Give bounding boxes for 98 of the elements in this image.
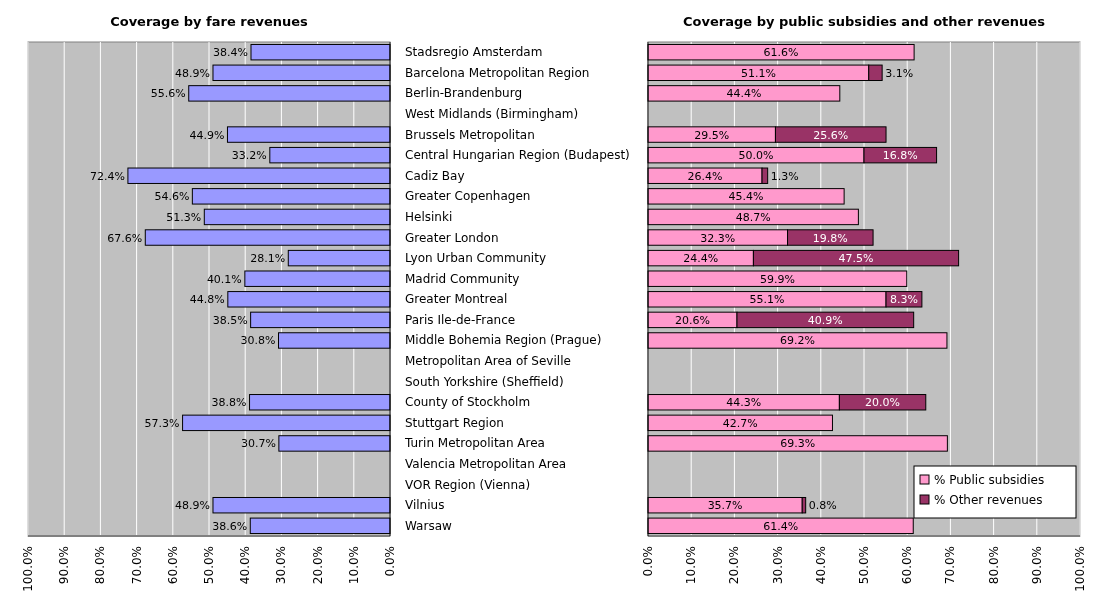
x-tick-label: 90.0% xyxy=(57,546,72,585)
data-label: 20.6% xyxy=(675,313,710,327)
data-label: 51.3% xyxy=(166,210,202,224)
data-label: 8.3% xyxy=(889,293,918,307)
data-label: 44.8% xyxy=(189,293,225,307)
y-tick-label: Central Hungarian Region (Budapest) xyxy=(405,148,630,163)
y-tick-label: Barcelona Metropolitan Region xyxy=(405,65,590,80)
data-label: 55.6% xyxy=(150,87,186,101)
data-label: 40.9% xyxy=(807,313,843,327)
data-label: 48.7% xyxy=(735,210,771,224)
y-tick-label: Cadiz Bay xyxy=(405,168,465,183)
x-tick-label: 60.0% xyxy=(165,546,180,585)
data-label: 24.4% xyxy=(683,252,719,266)
data-label: 48.9% xyxy=(175,499,210,513)
y-tick-label: Stadsregio Amsterdam xyxy=(405,45,543,60)
y-tick-label: Madrid Community xyxy=(405,271,520,286)
data-label: 50.0% xyxy=(738,149,774,163)
data-label: 30.7% xyxy=(240,437,276,451)
y-tick-label: Middle Bohemia Region (Prague) xyxy=(405,333,602,348)
data-label: 30.8% xyxy=(240,334,276,348)
y-tick-label: Greater Montreal xyxy=(405,292,508,307)
x-tick-label: 0.0% xyxy=(383,546,397,577)
y-tick-label: Lyon Urban Community xyxy=(405,251,547,266)
data-label: 28.1% xyxy=(250,252,286,266)
data-label: 16.8% xyxy=(882,149,918,163)
data-label: 59.9% xyxy=(759,272,795,286)
data-label: 3.1% xyxy=(885,66,914,80)
data-label: 69.2% xyxy=(780,334,815,348)
data-label: 57.3% xyxy=(144,416,180,430)
y-tick-label: Brussels Metropolitan xyxy=(405,127,535,142)
x-tick-label: 100.0% xyxy=(21,546,35,592)
legend-label: % Public subsidies xyxy=(934,473,1045,487)
data-label: 61.6% xyxy=(763,46,799,60)
data-label: 33.2% xyxy=(231,149,267,163)
y-tick-label: Warsaw xyxy=(405,518,452,533)
data-label: 29.5% xyxy=(694,128,730,142)
chart-title: Coverage by fare revenues xyxy=(110,14,309,29)
data-label: 26.4% xyxy=(687,169,723,183)
x-tick-label: 10.0% xyxy=(684,546,699,585)
data-label: 25.6% xyxy=(813,128,849,142)
x-tick-label: 20.0% xyxy=(310,546,325,585)
data-label: 47.5% xyxy=(838,252,874,266)
x-tick-label: 0.0% xyxy=(641,546,655,577)
x-tick-label: 60.0% xyxy=(900,546,915,585)
data-label: 55.1% xyxy=(749,293,785,307)
data-label: 69.3% xyxy=(780,437,816,451)
y-tick-label: VOR Region (Vienna) xyxy=(405,477,531,492)
data-label: 42.7% xyxy=(722,416,758,430)
data-label: 44.4% xyxy=(726,87,762,101)
data-label: 61.4% xyxy=(763,519,799,533)
y-tick-label: Berlin-Brandenburg xyxy=(405,86,523,101)
x-tick-label: 40.0% xyxy=(813,546,828,585)
x-tick-label: 50.0% xyxy=(202,546,216,585)
legend-label: % Other revenues xyxy=(934,493,1043,507)
data-label: 45.4% xyxy=(728,190,764,204)
x-tick-label: 70.0% xyxy=(943,546,958,585)
x-tick-label: 20.0% xyxy=(727,546,742,585)
y-tick-label: Vilnius xyxy=(405,498,445,513)
x-tick-label: 80.0% xyxy=(93,546,108,585)
data-label: 54.6% xyxy=(154,190,190,204)
y-tick-label: South Yorkshire (Sheffield) xyxy=(405,374,564,389)
data-label: 1.3% xyxy=(770,169,799,183)
x-tick-label: 80.0% xyxy=(986,546,1001,585)
data-label: 48.9% xyxy=(175,66,210,80)
y-tick-label: County of Stockholm xyxy=(405,395,531,410)
data-label: 72.4% xyxy=(89,169,125,183)
x-tick-label: 40.0% xyxy=(238,546,253,585)
data-label: 19.8% xyxy=(812,231,848,245)
data-label: 32.3% xyxy=(700,231,736,245)
x-tick-label: 30.0% xyxy=(770,546,785,585)
data-label: 51.1% xyxy=(740,66,776,80)
x-tick-label: 70.0% xyxy=(129,546,144,585)
x-tick-label: 10.0% xyxy=(346,546,361,585)
data-label: 67.6% xyxy=(107,231,143,245)
data-label: 20.0% xyxy=(865,396,901,410)
x-tick-label: 100.0% xyxy=(1073,546,1087,592)
data-label: 38.5% xyxy=(212,313,248,327)
y-tick-label: West Midlands (Birmingham) xyxy=(405,106,579,121)
data-label: 38.6% xyxy=(212,519,248,533)
data-label: 0.8% xyxy=(808,499,837,513)
data-label: 38.8% xyxy=(211,396,247,410)
y-tick-label: Paris Ile-de-France xyxy=(405,312,516,327)
y-tick-label: Stuttgart Region xyxy=(405,415,504,430)
data-label: 38.4% xyxy=(213,46,248,60)
x-tick-label: 50.0% xyxy=(857,546,871,585)
y-tick-label: Greater Copenhagen xyxy=(405,189,531,204)
y-tick-label: Helsinki xyxy=(405,209,453,224)
data-label: 44.9% xyxy=(189,128,225,142)
y-tick-label: Valencia Metropolitan Area xyxy=(405,457,567,472)
y-tick-label: Greater London xyxy=(405,230,499,245)
y-tick-label: Metropolitan Area of Seville xyxy=(405,354,571,369)
data-label: 40.1% xyxy=(206,272,242,286)
data-label: 35.7% xyxy=(707,499,743,513)
y-tick-label: Turin Metropolitan Area xyxy=(404,436,545,451)
chart-title: Coverage by public subsidies and other revenues xyxy=(683,14,1046,29)
x-tick-label: 30.0% xyxy=(274,546,289,585)
x-tick-label: 90.0% xyxy=(1029,546,1044,585)
data-label: 44.3% xyxy=(726,396,762,410)
